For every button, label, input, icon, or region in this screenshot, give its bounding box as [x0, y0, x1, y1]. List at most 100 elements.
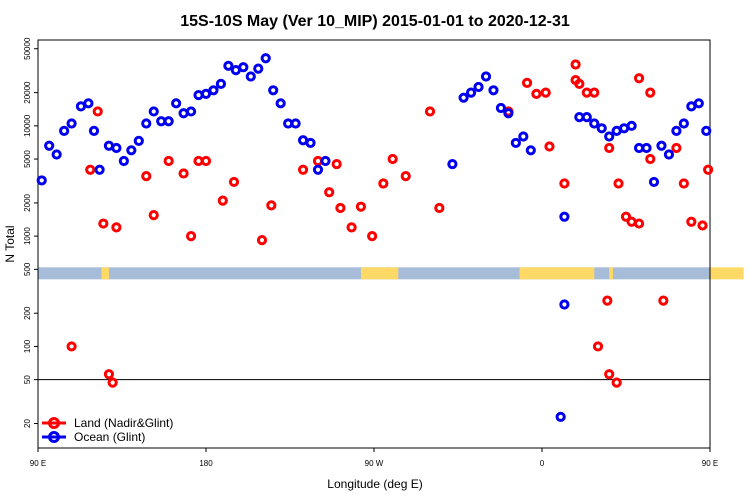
y-tick-label: 2000 [23, 193, 32, 211]
land-point [633, 73, 645, 84]
legend: Land (Nadir&Glint) Ocean (Glint) [42, 416, 173, 444]
land-point [559, 178, 570, 189]
land-point [645, 153, 656, 165]
land-point [66, 341, 77, 352]
ocean-point [559, 299, 570, 310]
land-point [92, 106, 103, 117]
ocean-point [66, 118, 77, 129]
legend-ocean-marker [48, 431, 60, 443]
ocean-point [581, 111, 592, 123]
y-tick-label: 500 [23, 262, 32, 276]
legend-ocean-label: Ocean (Glint) [74, 430, 145, 444]
land-point [658, 295, 669, 306]
land-point [103, 369, 115, 380]
land-segment [710, 267, 744, 280]
land-point [574, 78, 585, 89]
y-tick-label: 50 [23, 375, 32, 384]
ocean-point [305, 137, 316, 149]
y-tick-label: 20 [23, 419, 32, 428]
ocean-point [193, 89, 204, 101]
ocean-point [253, 63, 264, 74]
land-point [703, 164, 714, 175]
ocean-point [488, 85, 499, 96]
land-point [98, 218, 109, 229]
ocean-point [589, 118, 600, 129]
ocean-point [480, 71, 492, 82]
y-axis: 20 50 100 200 500 1000 2000 5000 10000 20000 50000 [23, 37, 38, 428]
land-point [570, 59, 581, 70]
ocean-point [447, 158, 458, 170]
ocean-point [693, 98, 704, 109]
land-point [378, 178, 389, 189]
ocean-point [215, 78, 227, 89]
y-tick-label: 10000 [23, 114, 32, 137]
x-axis: 90 E 180 90 W 0 90 E [30, 448, 718, 468]
ocean-point [656, 140, 667, 151]
land-point [611, 377, 622, 388]
ocean-point [626, 120, 637, 131]
ocean-point [495, 102, 507, 114]
ocean-point [245, 71, 256, 82]
x-tick-label: 90 W [365, 459, 384, 468]
ocean-point [51, 149, 62, 160]
scatter-points [36, 53, 714, 422]
ocean-point [312, 164, 324, 175]
ocean-point [94, 164, 105, 175]
ocean-point [473, 81, 484, 93]
land-point [434, 202, 445, 214]
ocean-point [663, 149, 675, 160]
land-point [107, 377, 118, 388]
land-point [544, 141, 555, 152]
ocean-point [133, 135, 144, 147]
legend-land-label: Land (Nadir&Glint) [74, 416, 173, 430]
land-point [424, 106, 436, 117]
land-point [592, 341, 604, 352]
land-segment [519, 267, 595, 280]
ocean-point [503, 108, 514, 119]
ocean-point [525, 145, 536, 156]
ocean-point [290, 118, 301, 129]
land-point [217, 195, 228, 206]
land-point [604, 142, 615, 154]
land-point [633, 218, 645, 229]
ocean-point [200, 88, 212, 99]
ocean-point [559, 211, 570, 222]
land-point [671, 142, 682, 154]
ocean-point [555, 411, 566, 422]
land-point [178, 168, 189, 179]
ocean-point [260, 53, 271, 64]
land-point [163, 155, 174, 167]
y-tick-label: 200 [23, 306, 32, 320]
land-point [387, 153, 398, 165]
ocean-point [596, 123, 607, 134]
land-point [686, 216, 697, 227]
land-point [331, 158, 342, 170]
land-point [367, 231, 378, 242]
ocean-point [118, 155, 129, 167]
land-point [346, 222, 357, 233]
ocean-point [88, 125, 100, 136]
chart-title: 15S-10S May (Ver 10_MIP) 2015-01-01 to 2… [180, 13, 570, 30]
ocean-point [44, 140, 55, 151]
ocean-point [59, 125, 70, 136]
ocean-point [185, 106, 197, 117]
land-segment [101, 267, 109, 280]
land-point [324, 187, 335, 198]
ocean-point [678, 118, 689, 129]
land-point [620, 211, 632, 222]
ocean-point [83, 98, 94, 109]
land-point [521, 77, 533, 89]
ocean-point [701, 125, 712, 136]
land-point [185, 231, 197, 242]
ocean-point [268, 85, 279, 96]
land-point [531, 88, 542, 99]
land-point [85, 164, 96, 175]
ocean-point [518, 131, 529, 142]
y-tick-label: 1000 [23, 227, 32, 245]
land-ocean-band [38, 267, 744, 280]
ocean-point [126, 145, 137, 156]
y-tick-label: 100 [23, 339, 32, 353]
ocean-point [320, 155, 331, 167]
land-point [266, 200, 277, 211]
